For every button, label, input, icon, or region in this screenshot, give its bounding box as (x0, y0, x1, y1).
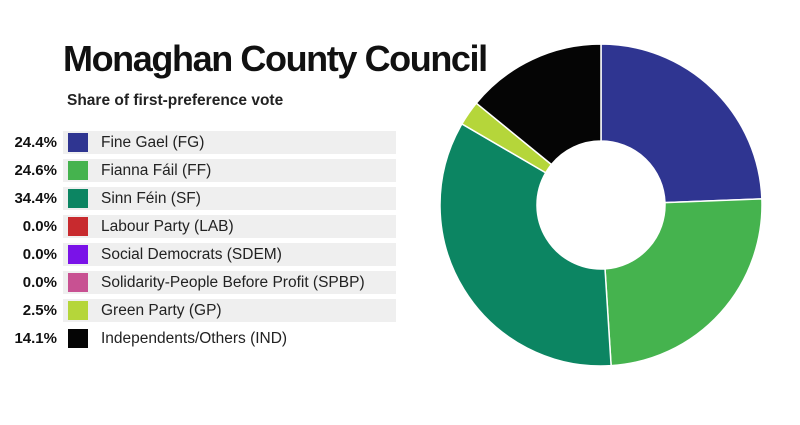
legend-swatch-sf (68, 189, 88, 208)
legend-percent-spbp: 0.0% (22, 274, 57, 291)
chart-title: Monaghan County Council (63, 38, 488, 79)
legend-label-spbp: Solidarity-People Before Profit (SPBP) (101, 274, 365, 291)
legend-percent-sdem: 0.0% (22, 246, 57, 263)
legend-row-sdem: 0.0% Social Democrats (SDEM) (0, 243, 400, 266)
legend-percent-lab: 0.0% (22, 218, 57, 235)
legend-label-sf: Sinn Féin (SF) (101, 190, 201, 207)
legend-percent-fg: 24.4% (14, 134, 57, 151)
donut-slice-1 (604, 198, 763, 367)
legend-row-ind: 14.1% Independents/Others (IND) (0, 327, 400, 350)
legend-label-gp: Green Party (GP) (101, 302, 222, 319)
legend-swatch-sdem (68, 245, 88, 264)
legend-row-sf: 34.4% Sinn Féin (SF) (0, 187, 400, 210)
legend-label-lab: Labour Party (LAB) (101, 218, 234, 235)
donut-slice-7 (475, 43, 602, 166)
legend-swatch-spbp (68, 273, 88, 292)
legend-label-ff: Fianna Fáil (FF) (101, 162, 212, 179)
row-background (63, 271, 396, 294)
legend-row-lab: 0.0% Labour Party (LAB) (0, 215, 400, 238)
donut-slice-2 (439, 122, 612, 367)
legend-swatch-fg (68, 133, 88, 152)
legend: 24.4% Fine Gael (FG) 24.6% Fianna Fáil (… (0, 131, 400, 355)
row-background (63, 299, 396, 322)
legend-percent-ff: 24.6% (14, 162, 57, 179)
legend-row-spbp: 0.0% Solidarity-People Before Profit (SP… (0, 271, 400, 294)
legend-swatch-ind (68, 329, 88, 348)
legend-percent-sf: 34.4% (14, 190, 57, 207)
legend-swatch-lab (68, 217, 88, 236)
legend-label-sdem: Social Democrats (SDEM) (101, 246, 282, 263)
row-background (63, 243, 396, 266)
donut-chart (439, 43, 763, 367)
row-background (63, 131, 396, 154)
legend-row-ff: 24.6% Fianna Fáil (FF) (0, 159, 400, 182)
legend-percent-ind: 14.1% (14, 330, 57, 347)
legend-row-fg: 24.4% Fine Gael (FG) (0, 131, 400, 154)
legend-percent-gp: 2.5% (22, 302, 57, 319)
legend-label-fg: Fine Gael (FG) (101, 134, 205, 151)
row-background (63, 159, 396, 182)
chart-subtitle: Share of first-preference vote (67, 92, 284, 109)
row-background (63, 187, 396, 210)
legend-row-gp: 2.5% Green Party (GP) (0, 299, 400, 322)
legend-swatch-gp (68, 301, 88, 320)
row-background (63, 215, 396, 238)
legend-swatch-ff (68, 161, 88, 180)
donut-slice-0 (600, 43, 763, 204)
legend-label-ind: Independents/Others (IND) (101, 330, 288, 347)
